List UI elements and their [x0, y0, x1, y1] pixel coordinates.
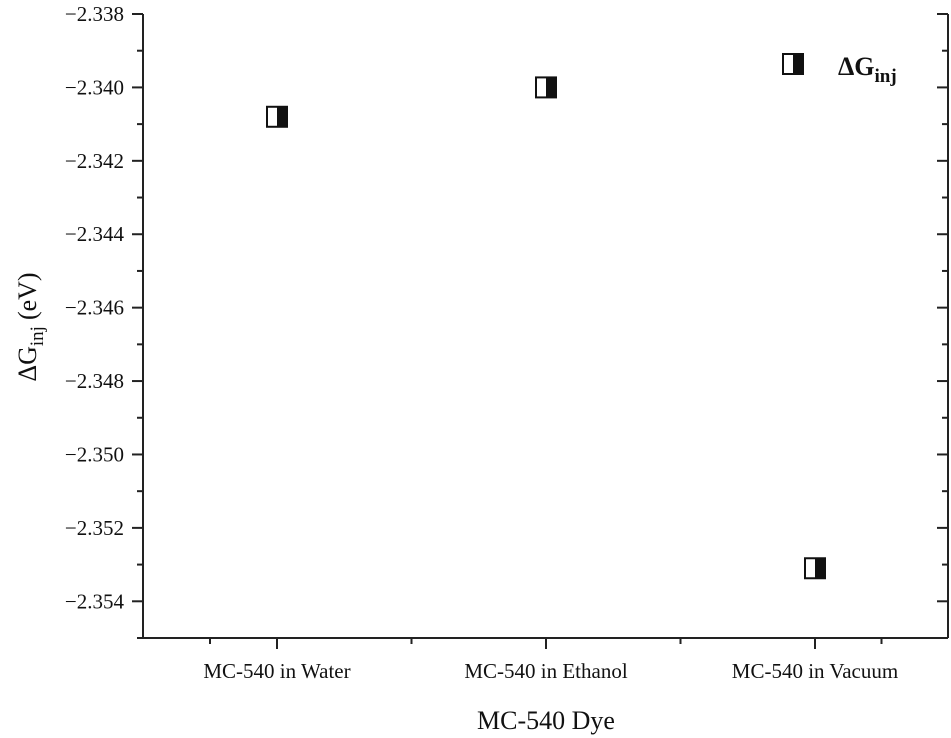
- marker-fill: [793, 54, 803, 74]
- marker-fill: [815, 558, 825, 579]
- plot-frame: [142, 14, 949, 639]
- y-axis-title-main: ΔG: [13, 346, 42, 382]
- marker-fill: [277, 106, 287, 127]
- legend-label: ΔGinj: [838, 52, 897, 87]
- legend-label-subscript: inj: [875, 66, 897, 87]
- data-points: [266, 76, 826, 580]
- legend-marker: [782, 53, 804, 75]
- y-tick-label: −2.350: [65, 442, 124, 466]
- y-axis-title-subscript: inj: [27, 326, 48, 346]
- y-tick-label: −2.342: [65, 149, 124, 173]
- x-tick-label: MC-540 in Water: [203, 659, 350, 683]
- y-tick-label: −2.340: [65, 75, 124, 99]
- data-point: [266, 105, 288, 128]
- x-axis-title: MC-540 Dye: [477, 706, 615, 735]
- y-tick-label: −2.346: [65, 296, 124, 320]
- data-point: [535, 76, 557, 99]
- y-tick-label: −2.352: [65, 516, 124, 540]
- data-point: [804, 557, 826, 580]
- y-tick-label: −2.348: [65, 369, 124, 393]
- x-tick-label: MC-540 in Ethanol: [464, 659, 627, 683]
- y-tick-label: −2.344: [65, 222, 125, 246]
- legend-label-main: ΔG: [838, 52, 875, 81]
- y-axis-title-unit: (eV): [13, 272, 42, 320]
- legend-symbol: [782, 53, 804, 75]
- y-axis-ticks: −2.338 −2.340 −2.342 −2.344 −2.346 −2.348 −2.3…: [65, 2, 948, 639]
- legend: ΔGinj: [782, 52, 897, 87]
- y-tick-label: −2.338: [65, 2, 124, 26]
- x-tick-label: MC-540 in Vacuum: [732, 659, 898, 683]
- y-axis-title: ΔGinj (eV): [13, 272, 48, 381]
- y-tick-label: −2.354: [65, 589, 125, 613]
- x-axis-ticks: MC-540 in Water MC-540 in Ethanol MC-540 i…: [203, 638, 898, 683]
- marker-fill: [546, 77, 556, 98]
